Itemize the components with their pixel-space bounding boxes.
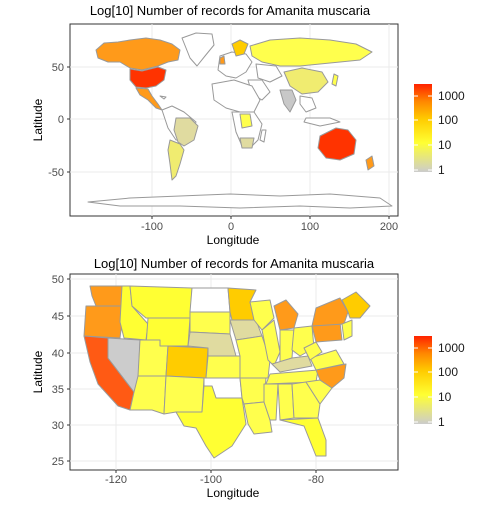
state-kentucky [271,355,313,373]
usa-legend: 1000 100 10 1 [414,336,465,429]
usa-y-tick: 45 [52,311,64,323]
state-new-york [311,297,349,327]
usa-legend-label: 1000 [438,341,465,355]
world-legend-colorbar [414,84,432,172]
world-legend-label: 100 [438,113,458,127]
usa-axis-ticks [67,278,317,473]
usa-x-tick: -80 [308,474,324,486]
state-kansas [205,355,241,379]
world-map-title: Log[10] Number of records for Amanita mu… [90,3,371,18]
world-x-tick: 200 [380,221,398,233]
world-countries [87,32,393,209]
world-x-tick: 100 [301,221,319,233]
world-legend-label: 10 [438,138,452,152]
state-new-england [341,291,371,319]
usa-legend-label: 100 [438,365,458,379]
country-argentina [167,139,185,181]
state-mississippi [263,383,279,421]
usa-states [83,285,371,459]
state-west-virginia [303,341,323,361]
state-new-mexico [163,375,205,415]
country-uk [219,55,226,65]
country-australia [317,127,357,161]
world-map-panel: Log[10] Number of records for Amanita mu… [31,3,465,247]
state-georgia [291,381,321,419]
world-legend-label: 1000 [438,89,465,103]
usa-y-tick: 40 [52,348,64,360]
state-new-jersey-maryland [341,319,353,341]
usa-y-tick: 30 [52,420,64,432]
state-virginia [309,349,345,371]
country-antarctica [87,193,393,209]
country-russia [249,37,373,67]
usa-legend-label: 10 [438,390,452,404]
state-washington [89,285,123,307]
country-indonesia [303,117,341,127]
usa-legend-colorbar [414,336,432,424]
world-y-tick: 50 [52,62,64,74]
world-legend-label: 1 [438,163,445,177]
country-central-africa [239,113,253,129]
world-x-tick: 0 [228,221,234,233]
world-y-tick: 0 [58,114,64,126]
country-south-africa-region [231,111,263,149]
world-x-axis-label: Longitude [207,233,260,247]
country-central-asia [255,63,283,83]
country-china [283,67,329,95]
usa-y-axis-label: Latitude [31,350,45,393]
world-axis-ticks [67,66,390,219]
state-alabama [277,383,295,421]
state-oregon [83,305,125,339]
country-usa [129,66,167,89]
state-arkansas [239,377,267,405]
usa-y-tick: 25 [52,456,64,468]
usa-map-panel: Log[10] Number of records for Amanita mu… [31,256,465,500]
country-india [279,89,297,113]
state-michigan [273,299,299,331]
state-florida [279,417,327,457]
usa-y-tick: 35 [52,384,64,396]
country-south-africa [239,137,255,149]
state-north-dakota [189,287,231,313]
usa-map-title: Log[10] Number of records for Amanita mu… [94,256,375,271]
world-legend: 1000 100 10 1 [414,84,465,177]
country-madagascar [259,129,267,143]
usa-x-tick: -120 [105,474,127,486]
country-caribbean [159,95,167,100]
country-canada [95,37,181,71]
state-texas [175,385,247,459]
country-southeast-asia [299,95,317,113]
usa-legend-label: 1 [438,415,445,429]
usa-y-tick: 50 [52,274,64,286]
country-japan [331,73,339,87]
country-brazil [173,117,199,147]
country-new-zealand [365,155,375,171]
state-colorado [165,345,209,379]
world-y-axis-label: Latitude [31,98,45,141]
world-y-tick: -50 [48,167,64,179]
state-illinois [261,319,281,367]
state-south-dakota [189,311,231,335]
state-wisconsin [249,299,275,331]
world-x-tick: -100 [141,221,163,233]
country-greenland [181,32,215,67]
usa-x-tick: -100 [200,474,222,486]
usa-x-axis-label: Longitude [207,486,260,500]
country-scandinavia [231,39,249,57]
